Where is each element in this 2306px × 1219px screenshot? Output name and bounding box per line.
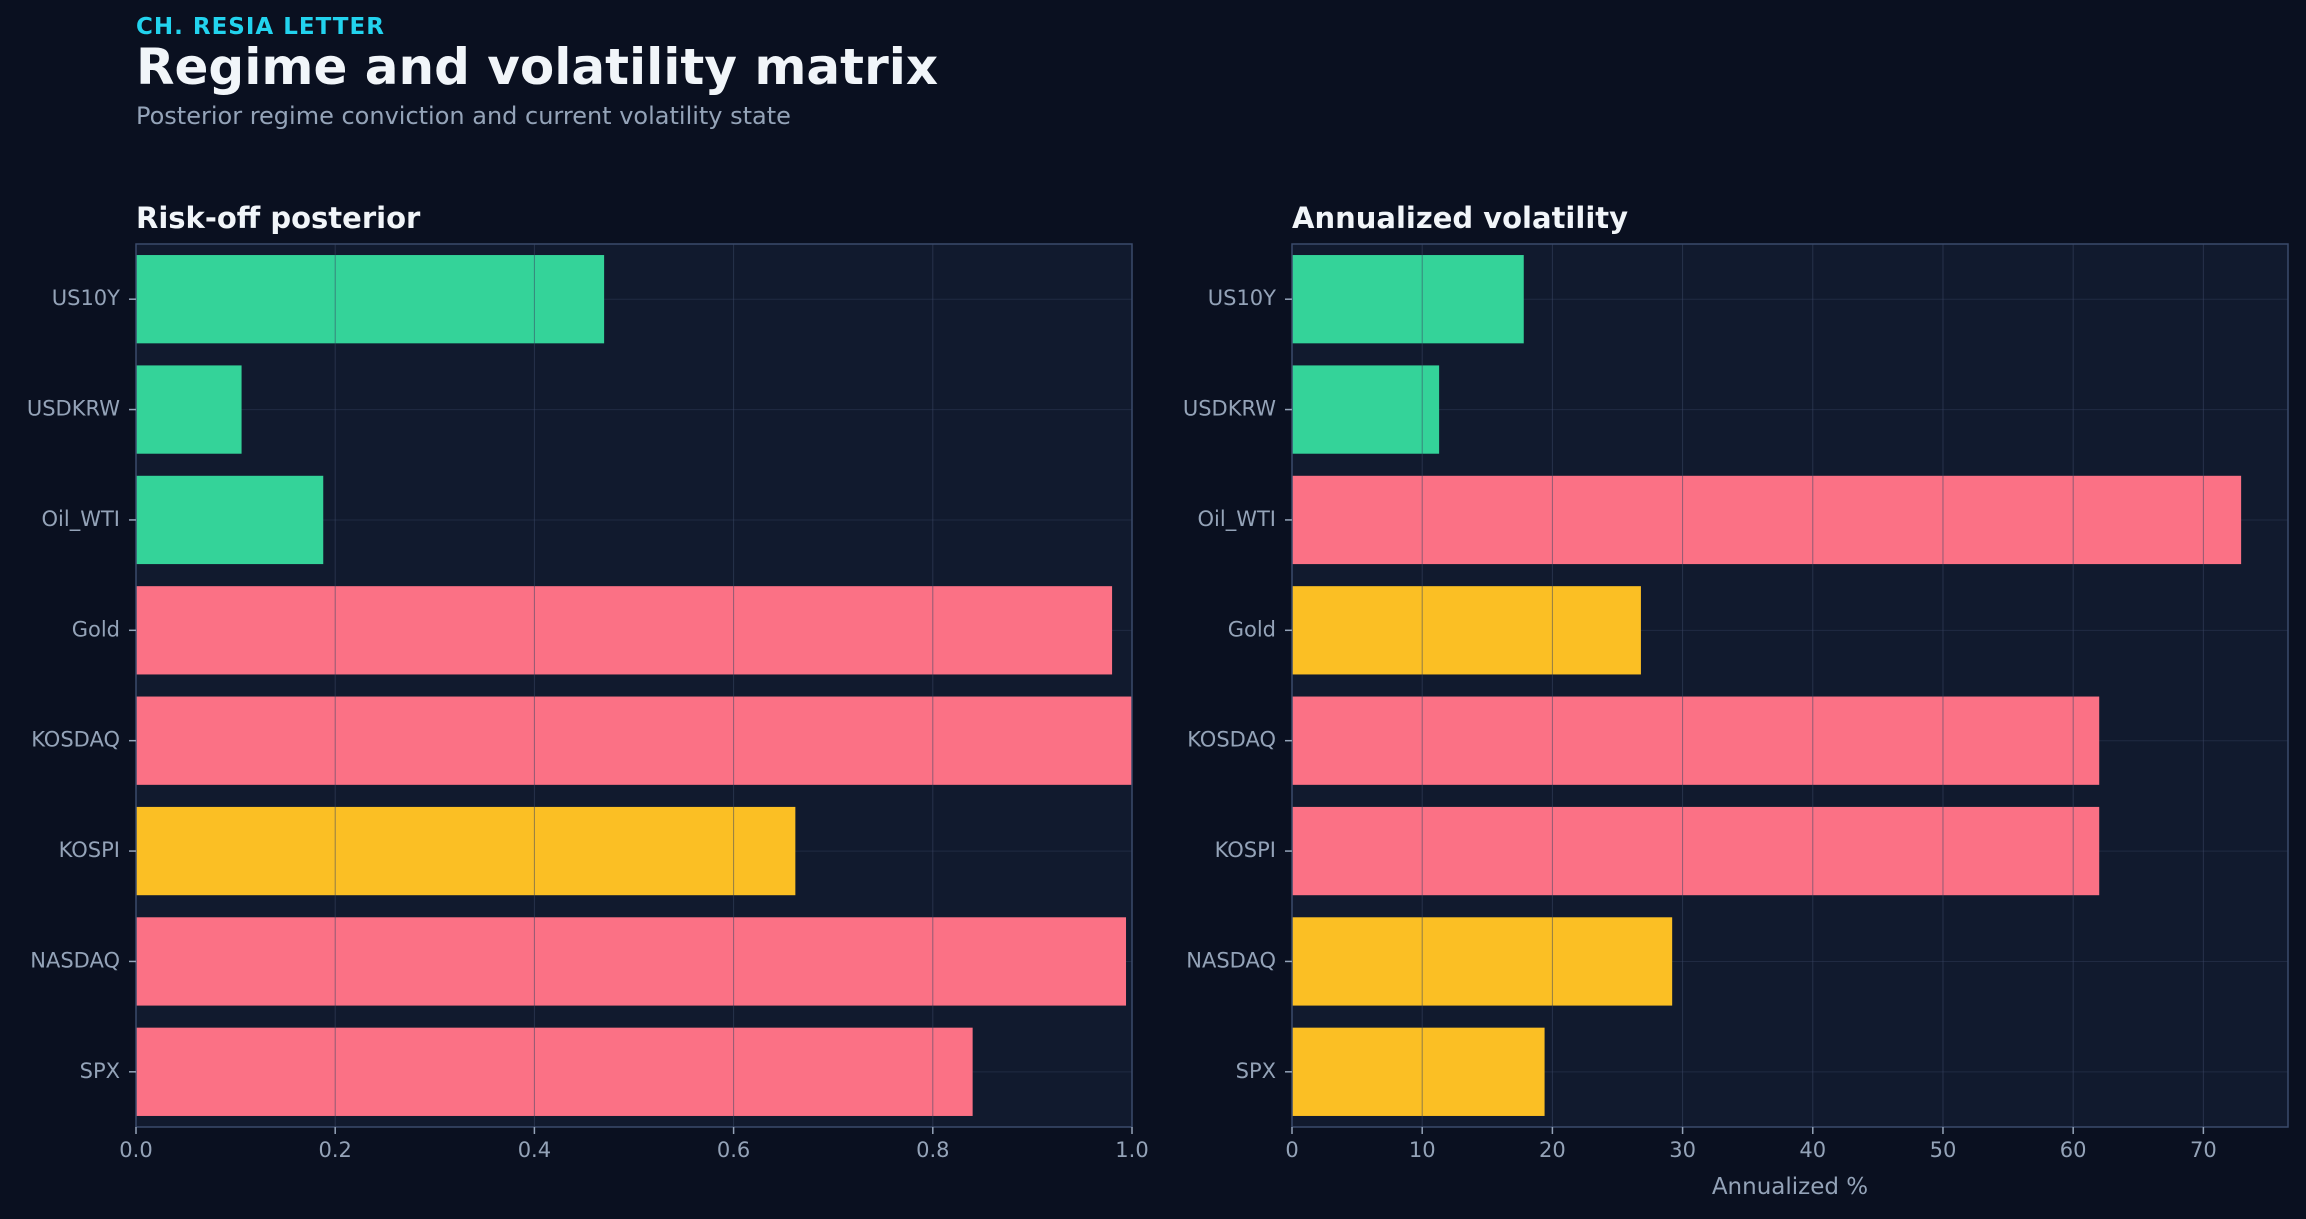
volatility-ytick-label: KOSDAQ	[1187, 728, 1276, 752]
page-title: Regime and volatility matrix	[136, 38, 939, 96]
volatility-ytick-label: Oil_WTI	[1198, 507, 1276, 532]
volatility-bar-kosdaq	[1292, 696, 2100, 785]
posterior-bar-spx	[136, 1027, 973, 1116]
posterior-xtick-label: 0.0	[119, 1138, 152, 1162]
posterior-ytick-label: US10Y	[52, 286, 120, 310]
volatility-bar-kospi	[1292, 806, 2100, 896]
volatility-ytick-label: Gold	[1228, 617, 1276, 641]
volatility-bar-us10y	[1292, 255, 1524, 344]
posterior-bar-kosdaq	[136, 696, 1132, 785]
posterior-panel-title: Risk-off posterior	[136, 201, 421, 235]
volatility-panel: Annualized volatility US10Y USDKRW Oil_WTI G…	[1183, 201, 2289, 1200]
posterior-ytick-label: SPX	[80, 1059, 120, 1083]
posterior-bar-nasdaq	[136, 917, 1127, 1006]
volatility-xtick-label: 10	[1409, 1138, 1436, 1162]
posterior-bar-gold	[136, 586, 1113, 675]
volatility-panel-title: Annualized volatility	[1292, 201, 1628, 235]
volatility-xtick-label: 60	[2060, 1138, 2087, 1162]
posterior-panel: Risk-off posterior US10Y USDKRW Oil_WTI Gold…	[27, 201, 1149, 1162]
eyebrow-label: CH. RESIA LETTER	[136, 14, 385, 40]
posterior-ytick-label: USDKRW	[27, 397, 120, 421]
posterior-ytick-label: NASDAQ	[30, 948, 120, 972]
volatility-bar-nasdaq	[1292, 917, 1673, 1006]
posterior-bar-usdkrw	[136, 365, 242, 454]
volatility-xtick-label: 0	[1285, 1138, 1298, 1162]
posterior-bar-us10y	[136, 255, 605, 344]
posterior-xtick-label: 0.4	[518, 1138, 551, 1162]
volatility-bar-usdkrw	[1292, 365, 1440, 454]
volatility-xtick-label: 40	[1799, 1138, 1826, 1162]
volatility-bar-oil-wti	[1292, 475, 2242, 565]
volatility-bar-gold	[1292, 586, 1641, 675]
posterior-ytick-label: KOSDAQ	[31, 728, 120, 752]
volatility-xtick-label: 20	[1539, 1138, 1566, 1162]
page-subtitle: Posterior regime conviction and current …	[136, 102, 791, 130]
volatility-ytick-label: USDKRW	[1183, 397, 1276, 421]
posterior-xtick-label: 0.8	[916, 1138, 949, 1162]
volatility-xtick-label: 50	[1930, 1138, 1957, 1162]
posterior-plot-border	[135, 243, 1133, 1128]
posterior-xtick-label: 0.6	[717, 1138, 750, 1162]
volatility-ytick-label: NASDAQ	[1186, 948, 1276, 972]
volatility-xtick-label: 70	[2190, 1138, 2217, 1162]
volatility-plot-border	[1291, 243, 2289, 1128]
volatility-ytick-label: KOSPI	[1215, 838, 1276, 862]
posterior-xtick-label: 0.2	[318, 1138, 351, 1162]
posterior-bar-oil-wti	[136, 475, 324, 565]
volatility-xaxis-label: Annualized %	[1712, 1174, 1868, 1200]
posterior-ytick-label: Oil_WTI	[42, 507, 120, 532]
posterior-xtick-label: 1.0	[1115, 1138, 1148, 1162]
posterior-ytick-label: KOSPI	[59, 838, 120, 862]
volatility-ytick-label: SPX	[1236, 1059, 1276, 1083]
volatility-ytick-label: US10Y	[1208, 286, 1276, 310]
posterior-bar-kospi	[136, 806, 796, 896]
posterior-ytick-label: Gold	[72, 617, 120, 641]
volatility-xtick-label: 30	[1669, 1138, 1696, 1162]
volatility-bar-spx	[1292, 1027, 1545, 1116]
